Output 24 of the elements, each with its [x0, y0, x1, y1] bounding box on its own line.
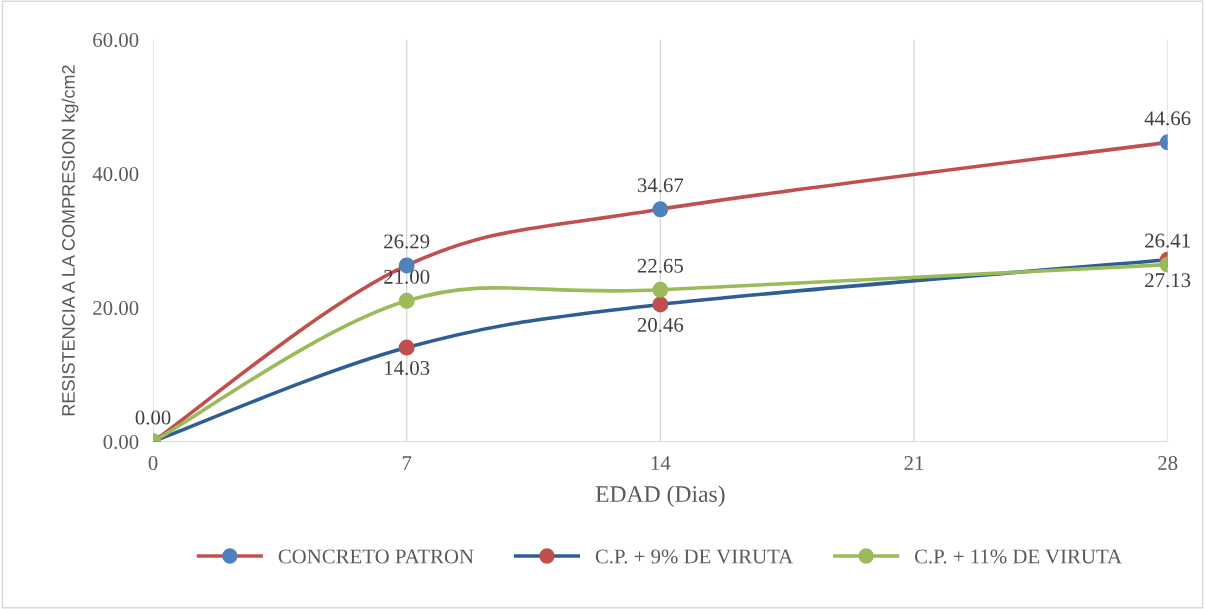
data-label: 21.00 — [384, 269, 430, 284]
data-label: 26.29 — [384, 234, 430, 249]
x-tick-label: 7 — [402, 456, 412, 470]
data-label: 14.03 — [385, 360, 430, 376]
x-axis-title: EDAD (Dias) — [595, 485, 725, 507]
data-label: 34.67 — [637, 178, 684, 193]
legend-label: C.P. + 9% DE VIRUTA — [595, 549, 794, 564]
data-label: 44.66 — [1144, 111, 1191, 126]
data-label: 0.00 — [135, 410, 171, 425]
data-label: 22.65 — [637, 258, 683, 273]
y-tick-label: 40.00 — [92, 166, 139, 182]
y-tick-label: 0.00 — [103, 434, 139, 450]
data-label: 20.46 — [637, 317, 684, 332]
y-axis-title: RESISTENCIA A LA COMPRESION kg/cm2 — [61, 65, 79, 416]
x-tick-label: 0 — [148, 456, 158, 471]
legend-label: C.P. + 11% DE VIRUTA — [914, 549, 1122, 564]
x-tick-label: 14 — [651, 456, 671, 470]
x-tick-label: 28 — [1158, 456, 1178, 471]
data-label: 26.41 — [1145, 233, 1190, 248]
data-label: 27.13 — [1145, 273, 1191, 288]
x-tick-label: 21 — [904, 456, 924, 470]
y-tick-label: 60.00 — [93, 32, 139, 48]
legend-label: CONCRETO PATRON — [278, 549, 474, 564]
y-tick-label: 20.00 — [93, 300, 139, 316]
